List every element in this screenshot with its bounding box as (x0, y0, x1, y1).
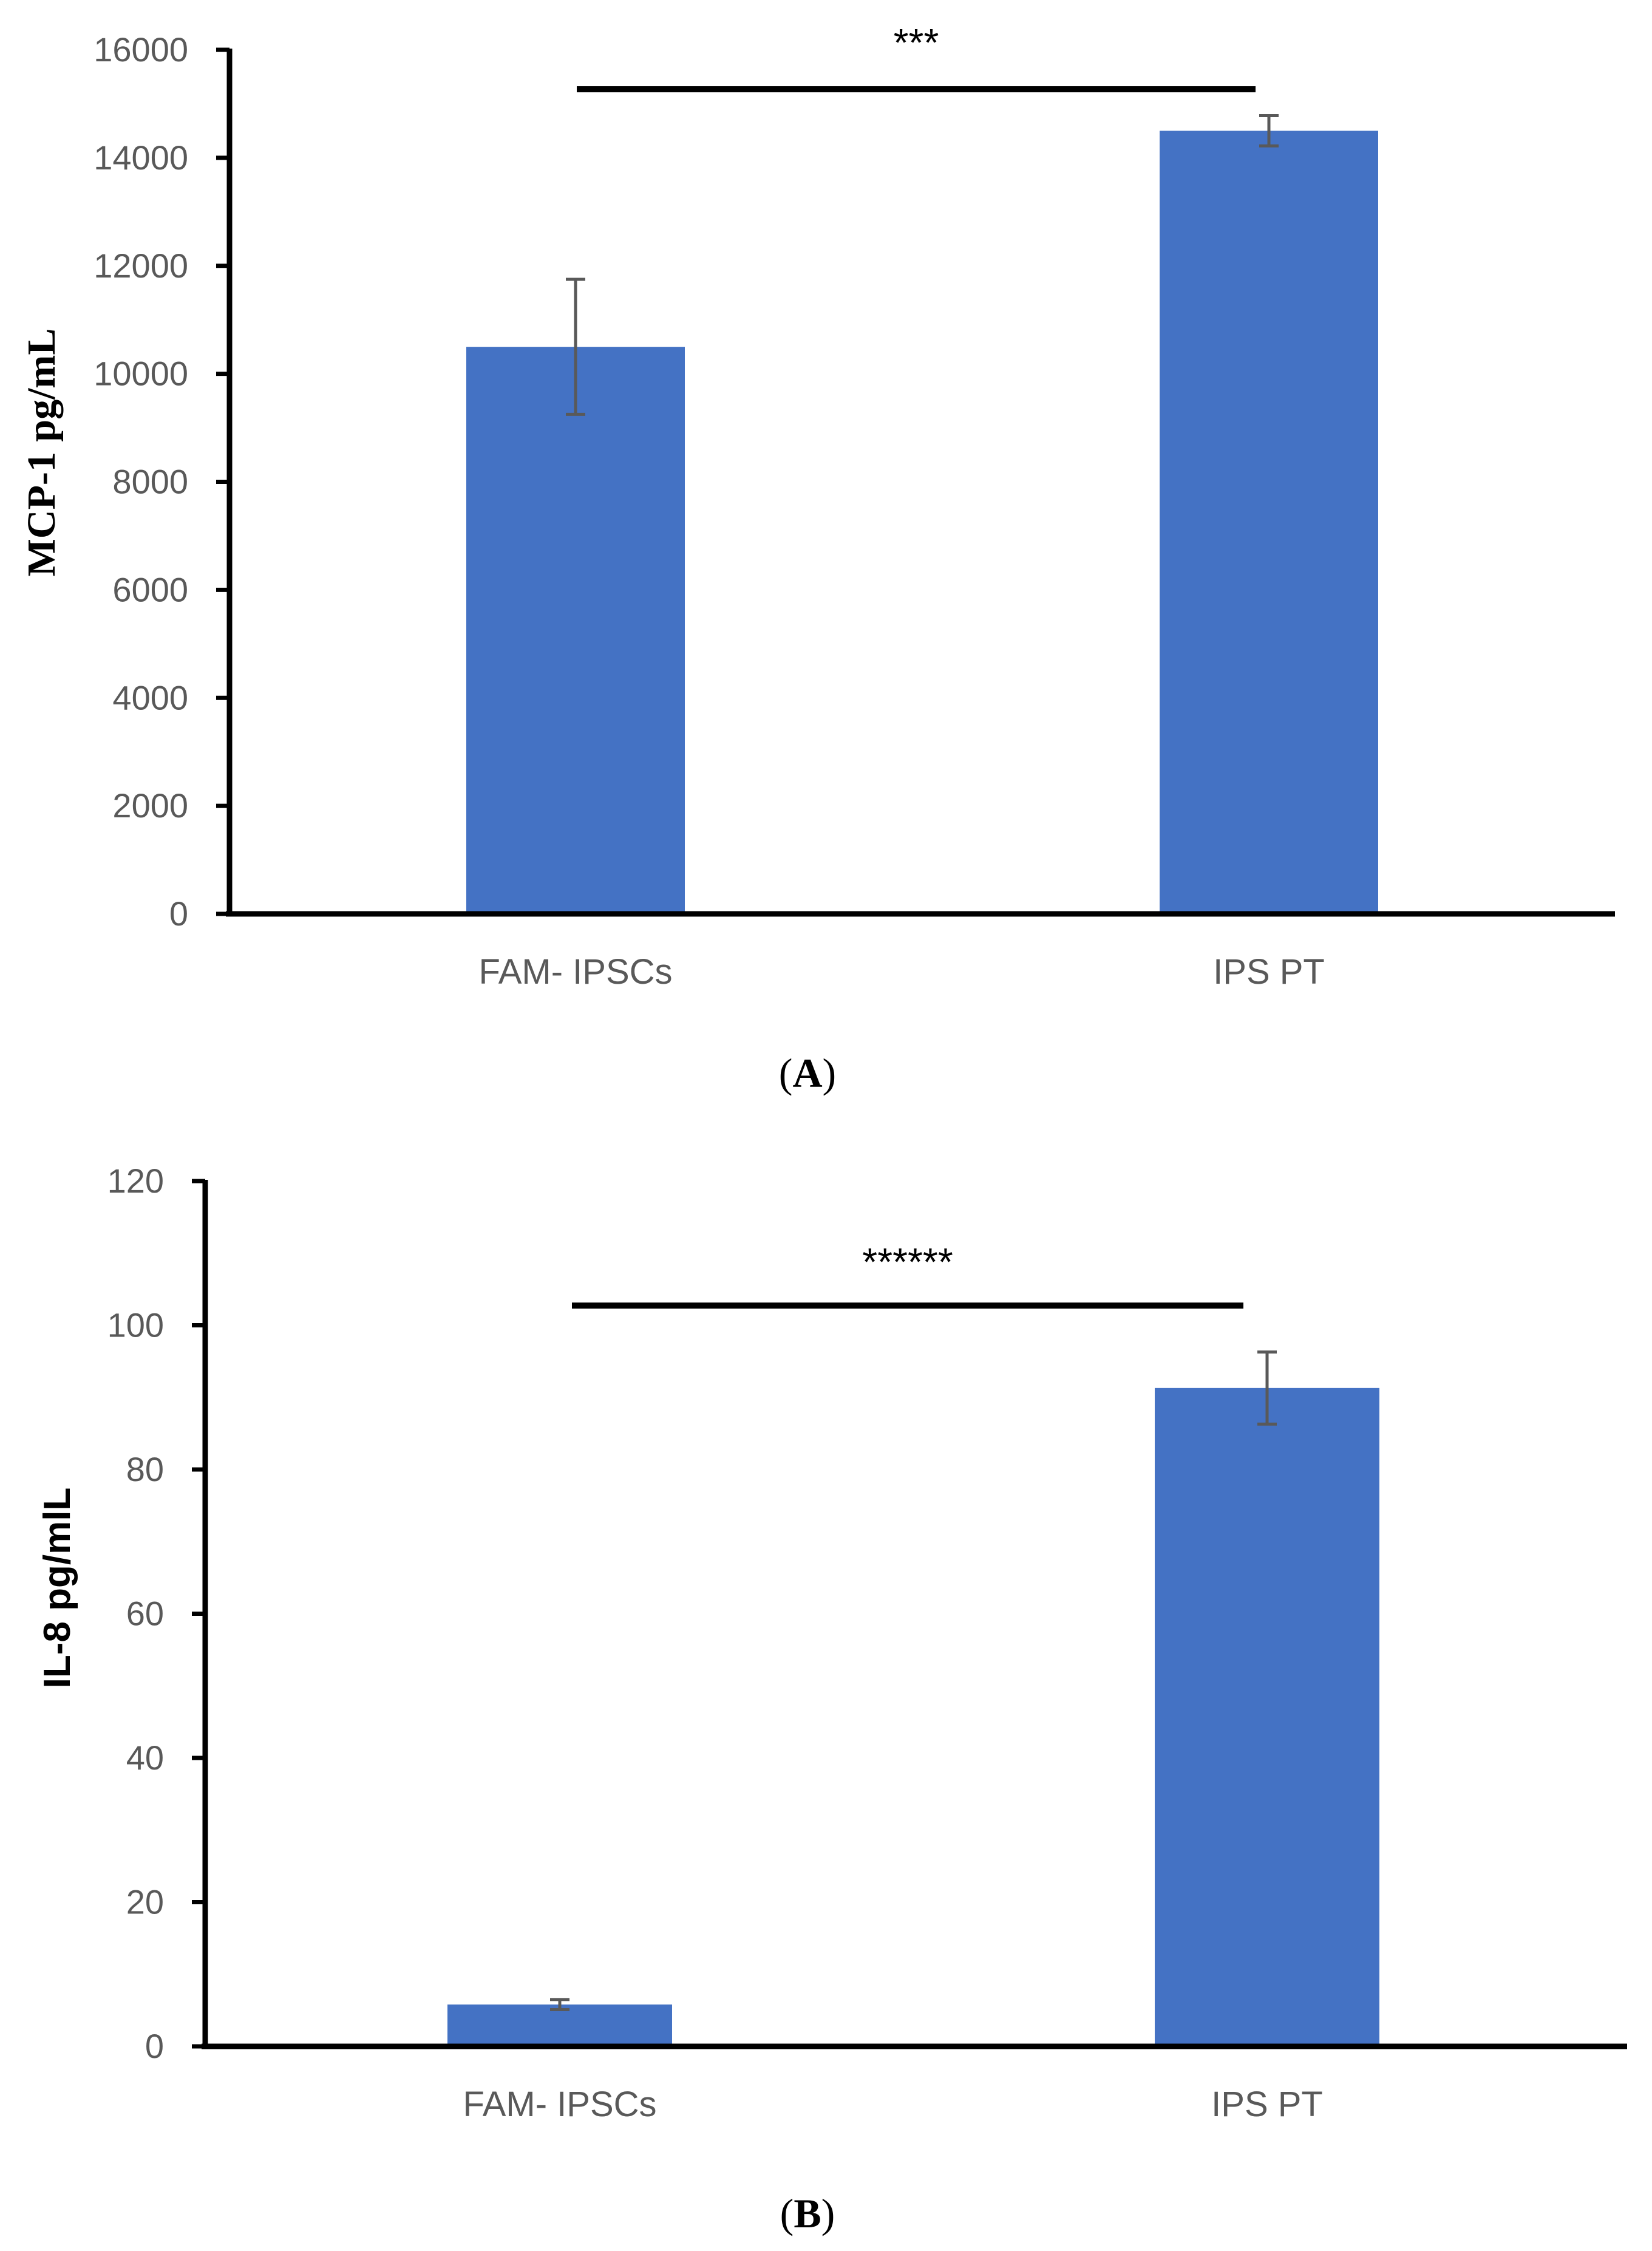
y-tick-label: 20 (126, 1883, 164, 1921)
error-bar (566, 278, 585, 416)
bar (447, 2004, 672, 2046)
y-tick-label: 0 (169, 894, 188, 933)
x-tick-label: IPS PT (1213, 952, 1325, 992)
x-tick-label: FAM- IPSCs (463, 2085, 656, 2124)
error-bar (550, 1998, 569, 2011)
y-tick-label: 8000 (112, 463, 188, 501)
y-axis-title: MCP-1 pg/mL (19, 329, 64, 577)
y-tick-label: 6000 (112, 570, 188, 608)
error-bar (1257, 1350, 1277, 1426)
panel-letter: B (794, 2190, 821, 2236)
x-tick-label: IPS PT (1211, 2085, 1323, 2124)
y-axis-title: IL-8 pg/mlL (36, 1488, 78, 1689)
chart-panel-a: MCP-1 pg/mL (A) FAM- IPSCs IPS PT 0 2000 400… (19, 21, 1615, 1096)
y-tick-label: 80 (126, 1450, 164, 1488)
chart-panel-b: IL-8 pg/mlL (B) FAM- IPSCs IPS PT 0 20 40 60 8… (36, 1162, 1627, 2236)
y-tick-label: 0 (145, 2027, 164, 2065)
significance-stars: ****** (862, 1240, 953, 1284)
y-tick-label: 40 (126, 1738, 164, 1777)
y-tick-label: 2000 (112, 786, 188, 825)
panel-label: (A) (779, 1050, 836, 1096)
panel-letter: A (792, 1050, 822, 1096)
y-tick-label: 4000 (112, 678, 188, 717)
bar (1160, 131, 1378, 914)
y-tick-label: 12000 (93, 247, 188, 285)
y-tick-label: 100 (107, 1306, 164, 1344)
y-tick-label: 16000 (93, 30, 188, 69)
significance-stars: *** (894, 21, 939, 64)
y-tick-label: 60 (126, 1595, 164, 1633)
y-tick-label: 14000 (93, 138, 188, 177)
error-bar (1259, 114, 1279, 148)
x-tick-label: FAM- IPSCs (478, 952, 672, 992)
bar (466, 347, 685, 914)
panel-label: (B) (780, 2190, 835, 2236)
y-tick-label: 120 (107, 1162, 164, 1200)
y-tick-label: 10000 (93, 355, 188, 393)
bar (1155, 1388, 1379, 2046)
